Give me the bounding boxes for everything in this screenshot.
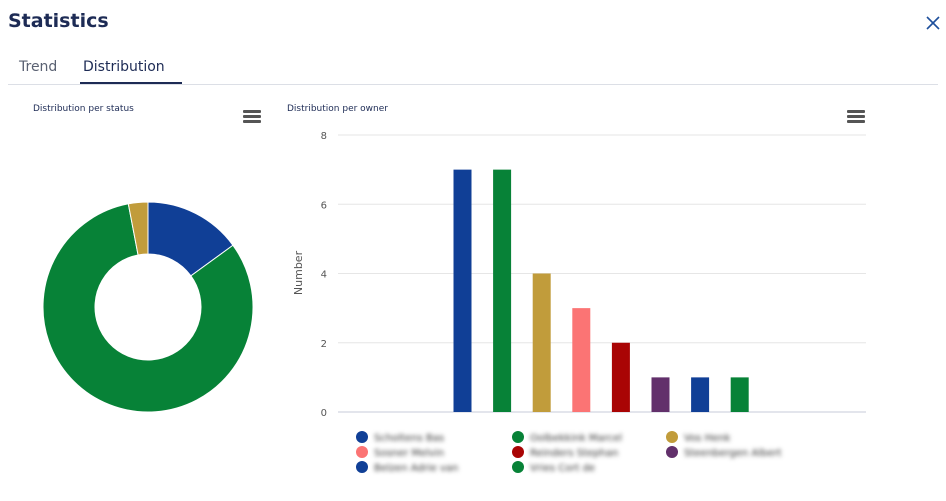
y-axis-label: Number [292,250,305,295]
legend-marker[interactable] [666,431,678,443]
tab-trend[interactable]: Trend [19,59,58,75]
tab-bar: Trend Distribution [8,56,938,85]
active-tab-indicator [80,82,182,84]
owner-chart-title: Distribution per owner [287,104,388,114]
y-tick-label: 8 [321,131,327,142]
bar[interactable] [453,169,472,412]
bar[interactable] [532,273,551,413]
legend-label[interactable]: Oolbekkink Marcel [530,433,622,444]
legend-label[interactable]: Belzen Adrie van [374,463,458,474]
legend-marker[interactable] [356,446,368,458]
owner-chart-menu-icon[interactable] [847,110,865,124]
legend-marker[interactable] [512,461,524,473]
legend-label[interactable]: Scholtens Bas [374,433,444,444]
legend-marker[interactable] [512,446,524,458]
status-chart-title: Distribution per status [33,104,134,114]
legend-label[interactable]: Sosner Melvin [374,448,444,459]
y-tick-label: 6 [321,200,327,211]
bar[interactable] [611,342,630,412]
donut-slice[interactable] [42,203,254,413]
legend-label[interactable]: Steenbergen Albert [684,448,782,459]
bar[interactable] [493,169,512,412]
bar[interactable] [651,377,670,412]
legend-marker[interactable] [356,461,368,473]
y-tick-label: 4 [321,270,327,281]
legend-label[interactable]: Vos Henk [684,433,731,444]
bar[interactable] [572,308,591,412]
donut-slice[interactable] [127,201,149,256]
tab-distribution[interactable]: Distribution [83,59,165,75]
legend-label[interactable]: Reinders Stephan [530,448,618,459]
legend-marker[interactable] [512,431,524,443]
y-tick-label: 2 [321,339,327,350]
legend-label[interactable]: Vries Cort de [530,463,595,474]
y-tick-label: 0 [321,408,327,419]
bar[interactable] [730,377,749,412]
bar[interactable] [691,377,710,412]
legend-marker[interactable] [356,431,368,443]
legend-marker[interactable] [666,446,678,458]
page-title: Statistics [8,10,109,32]
status-chart-menu-icon[interactable] [243,110,261,124]
close-icon[interactable] [924,14,942,32]
